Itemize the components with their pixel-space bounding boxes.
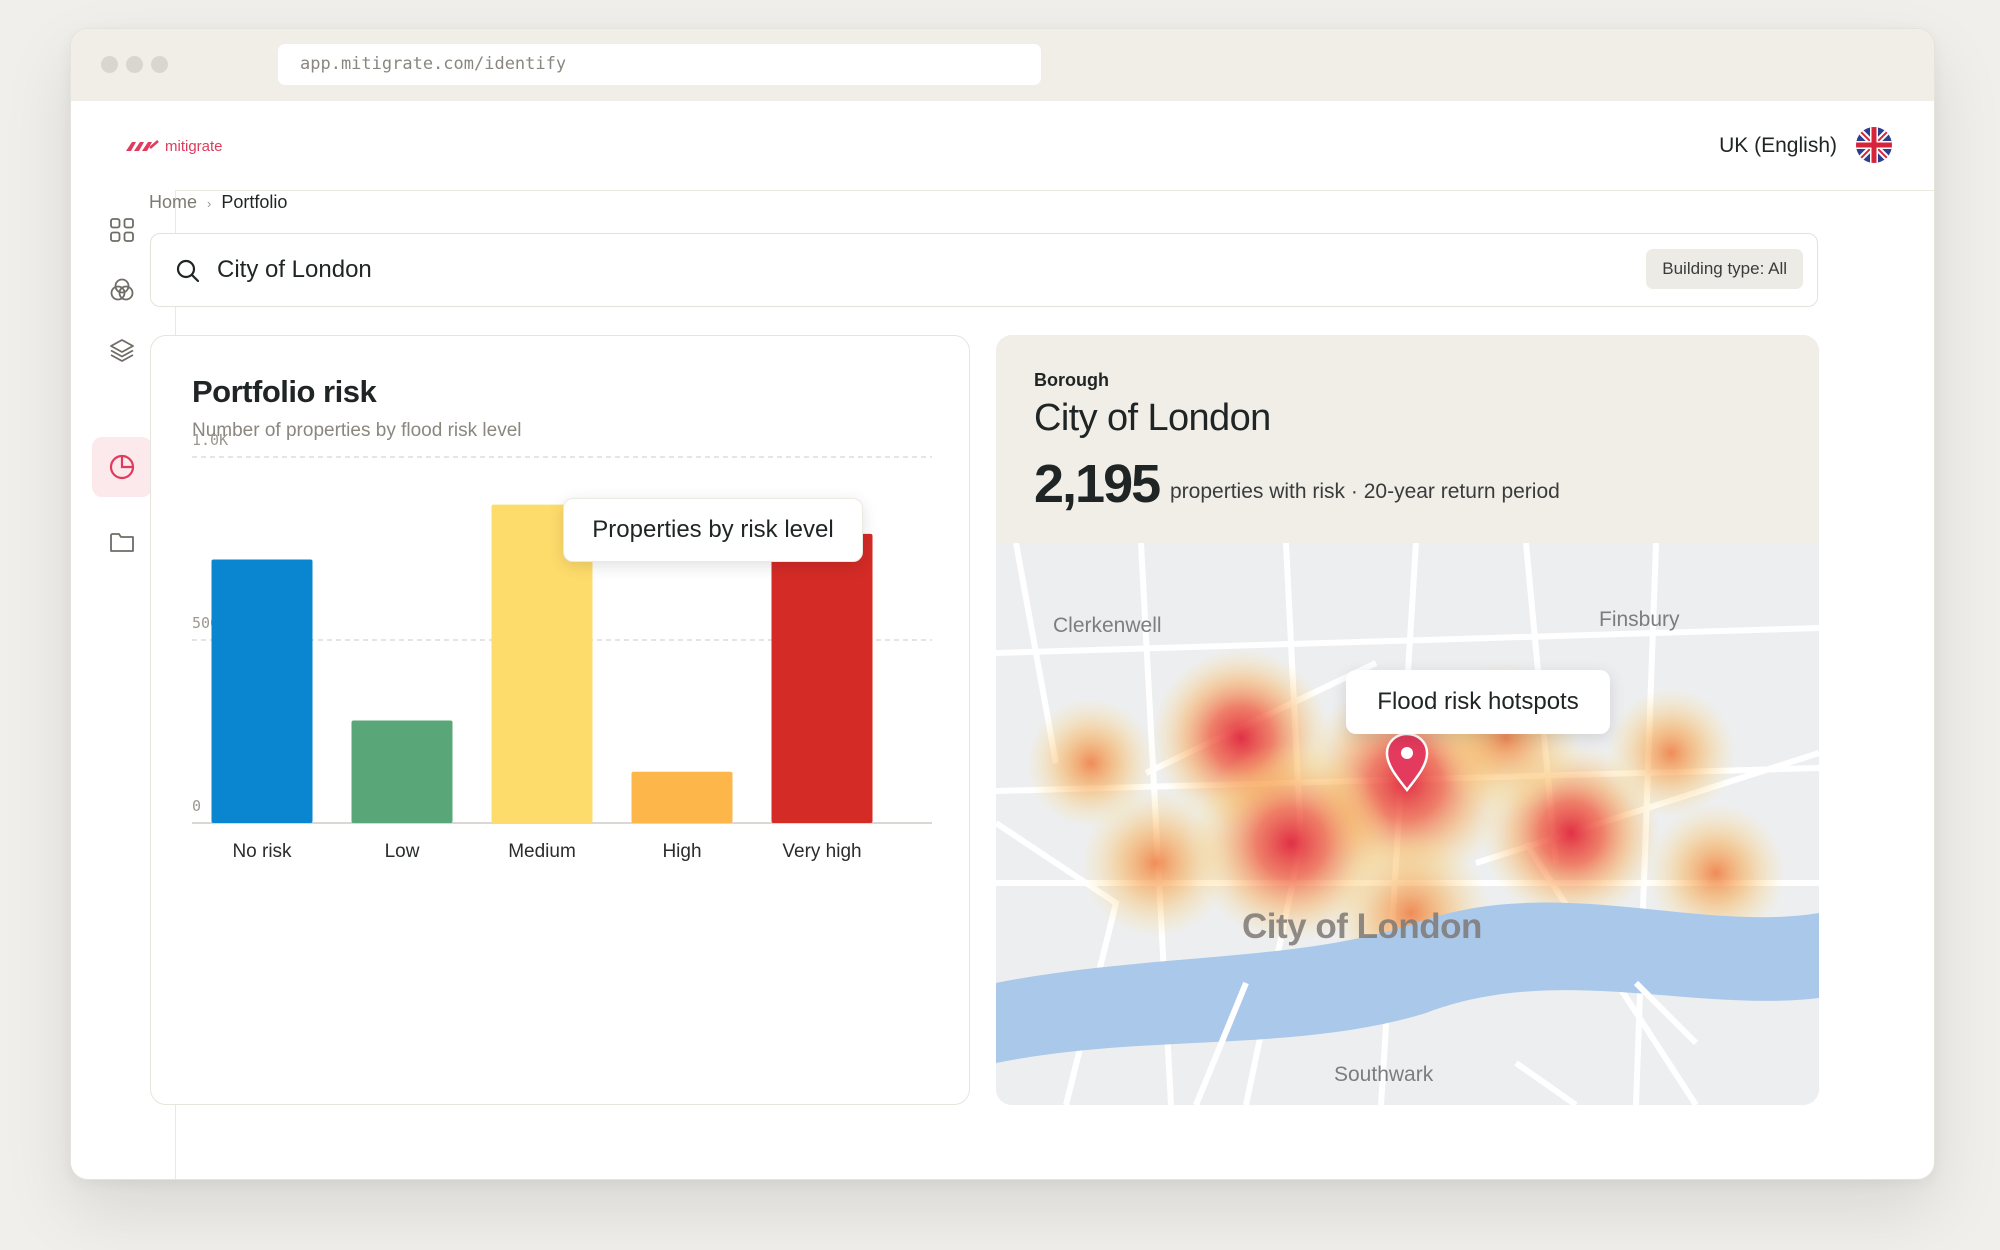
card-title: Portfolio risk: [192, 374, 377, 409]
pie-chart-icon: [109, 454, 135, 480]
mitigrate-logo-icon: [126, 140, 159, 151]
sidebar-item-portfolio[interactable]: [92, 437, 152, 497]
map-label-southwark: Southwark: [1334, 1063, 1434, 1086]
folder-icon: [110, 533, 134, 552]
browser-chrome: app.mitigrate.com/identify: [71, 29, 1934, 102]
breadcrumb-separator-icon: ›: [207, 196, 212, 211]
bar-medium[interactable]: [491, 504, 593, 823]
building-type-filter[interactable]: Building type: All: [1646, 249, 1803, 289]
borough-label: Borough: [1034, 370, 1109, 390]
borough-summary: Borough City of London 2,195 properties …: [996, 335, 1819, 543]
chart-tooltip: Properties by risk level: [563, 498, 863, 562]
layers-icon: [110, 339, 134, 362]
map-tooltip: Flood risk hotspots: [1346, 670, 1610, 734]
logo-text: mitigrate: [165, 137, 223, 155]
sidebar-item-segments[interactable]: [92, 260, 152, 320]
sidebar-item-dashboard[interactable]: [92, 200, 152, 260]
x-tick-label: Very high: [782, 841, 861, 862]
address-bar[interactable]: app.mitigrate.com/identify: [278, 44, 1041, 85]
portfolio-risk-card: Portfolio risk Number of properties by f…: [150, 335, 970, 1105]
y-tick-label: 1.0K: [192, 431, 228, 449]
x-tick-label: High: [662, 841, 701, 862]
breadcrumb-current: Portfolio: [221, 192, 288, 212]
app-logo[interactable]: mitigrate: [125, 134, 223, 158]
window-minimize-dot[interactable]: [126, 56, 143, 73]
map-pin-icon[interactable]: [1385, 732, 1429, 793]
map-label-finsbury: Finsbury: [1599, 608, 1680, 631]
search-input[interactable]: [217, 252, 1317, 288]
uk-flag-icon[interactable]: [1856, 127, 1892, 163]
x-tick-label: Low: [385, 841, 420, 862]
risk-count-description: properties with risk · 20-year return pe…: [1170, 480, 1560, 503]
window-maximize-dot[interactable]: [151, 56, 168, 73]
breadcrumb: Home › Portfolio: [149, 190, 287, 216]
bar-very-high[interactable]: [771, 533, 873, 823]
sidebar-item-layers[interactable]: [92, 320, 152, 380]
x-tick-label: No risk: [232, 841, 292, 862]
bar-low[interactable]: [351, 720, 453, 823]
map-label-clerkenwell: Clerkenwell: [1053, 614, 1162, 637]
window-close-dot[interactable]: [101, 56, 118, 73]
map-label-city: City of London: [1242, 907, 1482, 946]
search-icon: [176, 259, 200, 283]
risk-count: 2,195: [1034, 454, 1161, 514]
search-bar: Building type: All: [150, 233, 1818, 307]
circles-icon: [110, 278, 134, 301]
language-selector[interactable]: UK (English): [1719, 134, 1837, 157]
borough-name: City of London: [1034, 397, 1271, 439]
bar-high[interactable]: [631, 771, 733, 823]
thames-river: [996, 902, 1819, 1063]
grid-icon: [110, 218, 134, 242]
y-tick-label: 0: [192, 797, 201, 815]
flood-risk-map[interactable]: [996, 543, 1819, 1105]
x-tick-label: Medium: [508, 841, 576, 862]
bridges: [1193, 980, 1699, 1105]
app-header: mitigrate UK (English): [71, 101, 1934, 191]
sidebar-item-files[interactable]: [92, 512, 152, 572]
bar-no-risk[interactable]: [211, 559, 313, 823]
card-subtitle: Number of properties by flood risk level: [192, 420, 522, 441]
breadcrumb-home[interactable]: Home: [149, 192, 198, 212]
